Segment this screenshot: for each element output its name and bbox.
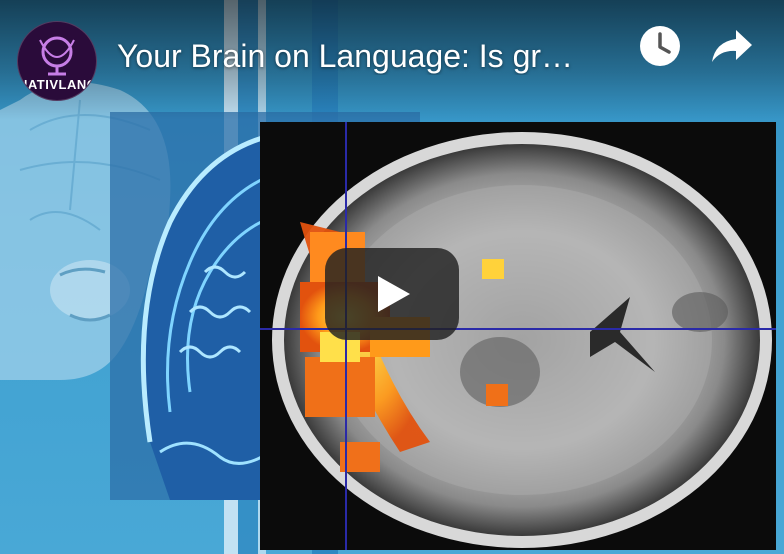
watch-later-button[interactable] <box>638 24 682 68</box>
globe-icon <box>39 36 75 76</box>
play-button[interactable] <box>325 248 459 340</box>
video-title[interactable]: Your Brain on Language: Is gr… <box>117 38 574 74</box>
channel-avatar-text: NATIVLANG <box>18 77 96 92</box>
play-icon <box>378 276 410 312</box>
share-button[interactable] <box>710 24 754 68</box>
channel-avatar[interactable]: NATIVLANG <box>17 21 97 101</box>
share-arrow-icon <box>712 30 752 62</box>
clock-icon <box>640 26 680 66</box>
